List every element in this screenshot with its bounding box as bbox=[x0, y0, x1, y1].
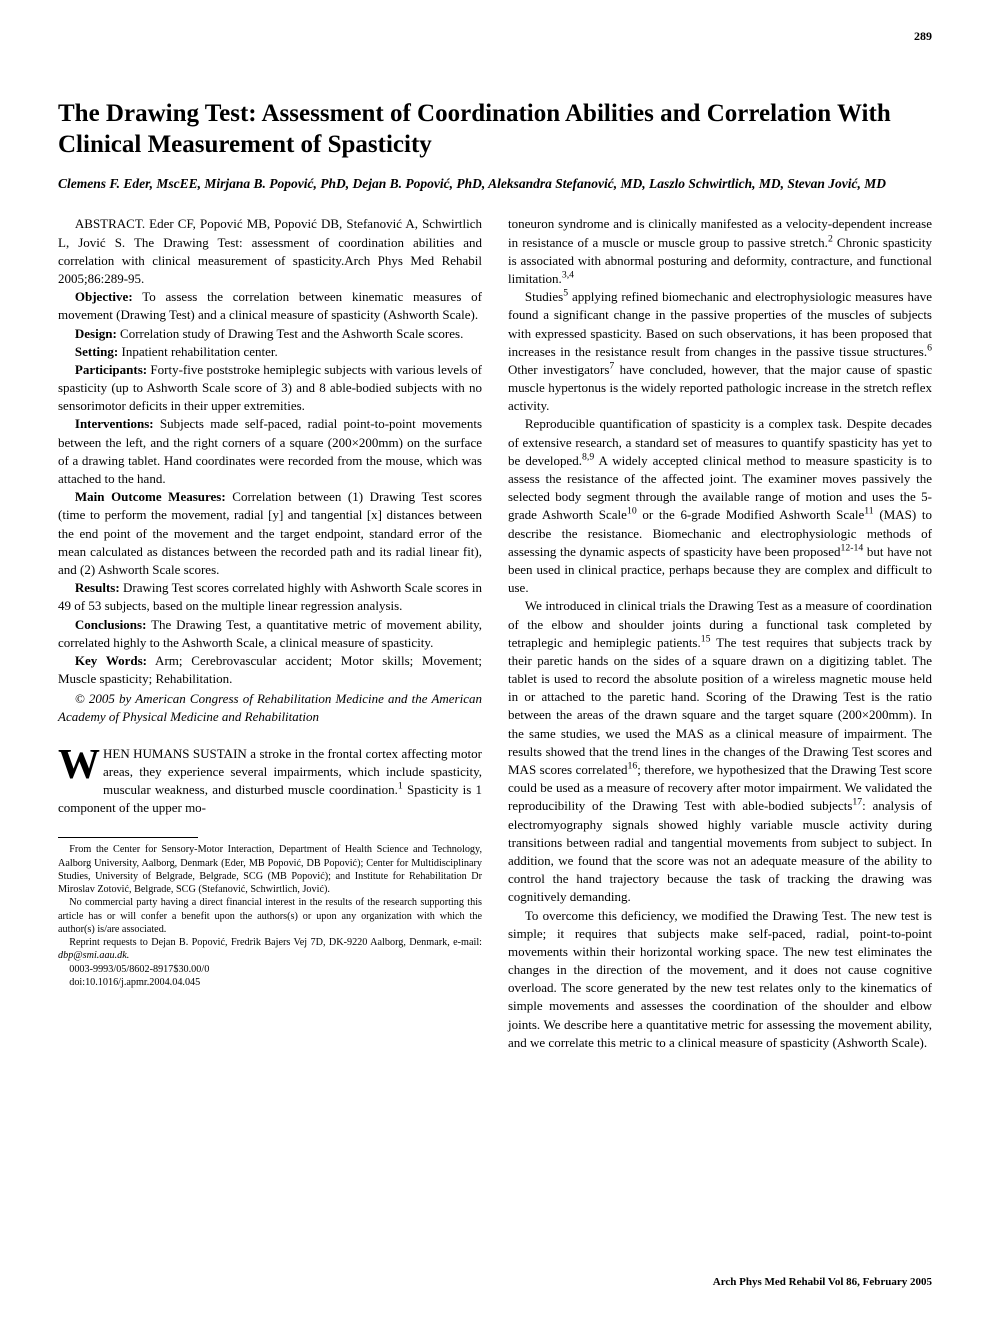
keywords: Key Words: Arm; Cerebrovascular accident… bbox=[58, 652, 482, 688]
article-title: The Drawing Test: Assessment of Coordina… bbox=[58, 98, 932, 161]
ref-6: 6 bbox=[927, 342, 932, 353]
reprints-text: Reprint requests to Dejan B. Popović, Fr… bbox=[69, 937, 482, 948]
abstract-conclusions: Conclusions: The Drawing Test, a quantit… bbox=[58, 616, 482, 652]
ref-15: 15 bbox=[701, 633, 711, 644]
abstract-results: Results: Drawing Test scores correlated … bbox=[58, 579, 482, 615]
design-label: Design: bbox=[75, 326, 117, 341]
ref-11: 11 bbox=[864, 506, 873, 517]
footnotes-block: From the Center for Sensory-Motor Intera… bbox=[58, 843, 482, 989]
body-p3: Reproducible quantification of spasticit… bbox=[508, 415, 932, 597]
p4d: : analysis of electromyography signals s… bbox=[508, 798, 932, 904]
results-label: Results: bbox=[75, 580, 120, 595]
body-p2: Studies5 applying refined biomechanic an… bbox=[508, 288, 932, 415]
footer-citation: Arch Phys Med Rehabil Vol 86, February 2… bbox=[713, 1275, 932, 1290]
p2b: applying refined biomechanic and electro… bbox=[508, 289, 932, 359]
p2c: Other investigators bbox=[508, 362, 609, 377]
left-column: ABSTRACT. Eder CF, Popović MB, Popović D… bbox=[58, 215, 482, 1052]
abstract-citation: ABSTRACT. Eder CF, Popović MB, Popović D… bbox=[58, 215, 482, 288]
objective-label: Objective: bbox=[75, 289, 133, 304]
abstract-main-outcome: Main Outcome Measures: Correlation betwe… bbox=[58, 488, 482, 579]
p4b: The test requires that subjects track by… bbox=[508, 635, 932, 777]
page-number: 289 bbox=[914, 28, 932, 45]
copyright-notice: © 2005 by American Congress of Rehabilit… bbox=[58, 690, 482, 726]
participants-label: Participants: bbox=[75, 362, 147, 377]
ref-17: 17 bbox=[852, 797, 862, 808]
main-outcome-label: Main Outcome Measures: bbox=[75, 489, 226, 504]
footnote-affiliations: From the Center for Sensory-Motor Intera… bbox=[58, 843, 482, 896]
design-text: Correlation study of Drawing Test and th… bbox=[117, 326, 464, 341]
abstract-objective: Objective: To assess the correlation bet… bbox=[58, 288, 482, 324]
body-p4: We introduced in clinical trials the Dra… bbox=[508, 597, 932, 906]
intro-paragraph: WHEN HUMANS SUSTAIN a stroke in the fron… bbox=[58, 745, 482, 818]
keywords-label: Key Words: bbox=[75, 653, 147, 668]
abstract-design: Design: Correlation study of Drawing Tes… bbox=[58, 325, 482, 343]
right-column: toneuron syndrome and is clinically mani… bbox=[508, 215, 932, 1052]
p3c: or the 6-grade Modified Ashworth Scale bbox=[637, 507, 865, 522]
body-p1: toneuron syndrome and is clinically mani… bbox=[508, 215, 932, 288]
abstract-interventions: Interventions: Subjects made self-paced,… bbox=[58, 415, 482, 488]
setting-label: Setting: bbox=[75, 344, 118, 359]
footnote-separator bbox=[58, 837, 198, 838]
author-list: Clemens F. Eder, MscEE, Mirjana B. Popov… bbox=[58, 175, 932, 194]
two-column-layout: ABSTRACT. Eder CF, Popović MB, Popović D… bbox=[58, 215, 932, 1052]
footnote-doi: doi:10.1016/j.apmr.2004.04.045 bbox=[58, 976, 482, 989]
ref-34: 3,4 bbox=[562, 270, 574, 281]
ref-89: 8,9 bbox=[582, 452, 594, 463]
abstract-setting: Setting: Inpatient rehabilitation center… bbox=[58, 343, 482, 361]
intro-caps: HEN HUMANS SUSTAIN bbox=[103, 746, 247, 761]
abstract-participants: Participants: Forty-five poststroke hemi… bbox=[58, 361, 482, 416]
ref-16: 16 bbox=[628, 761, 638, 772]
results-text: Drawing Test scores correlated highly wi… bbox=[58, 580, 482, 613]
setting-text: Inpatient rehabilitation center. bbox=[118, 344, 278, 359]
body-p5: To overcome this deficiency, we modified… bbox=[508, 907, 932, 1053]
conclusions-label: Conclusions: bbox=[75, 617, 147, 632]
reprint-email: dbp@smi.aau.dk. bbox=[58, 950, 129, 961]
footnote-issn: 0003-9993/05/8602-8917$30.00/0 bbox=[58, 963, 482, 976]
ref-1214: 12-14 bbox=[841, 542, 864, 553]
footnote-disclosure: No commercial party having a direct fina… bbox=[58, 896, 482, 936]
footnote-reprints: Reprint requests to Dejan B. Popović, Fr… bbox=[58, 936, 482, 963]
interventions-label: Interventions: bbox=[75, 416, 154, 431]
ref-10: 10 bbox=[627, 506, 637, 517]
p2a: Studies bbox=[525, 289, 563, 304]
